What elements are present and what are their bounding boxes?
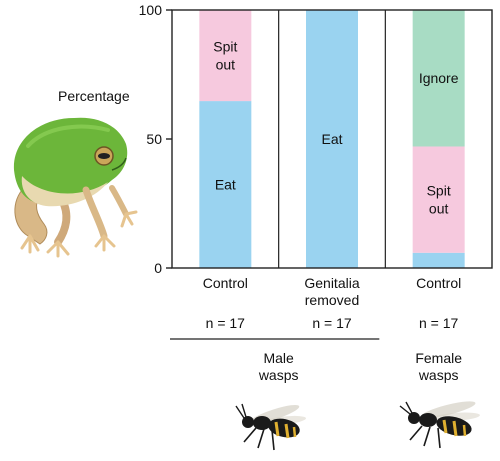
group-label-line: wasps xyxy=(418,367,459,383)
sample-size-label: n = 17 xyxy=(312,315,352,331)
bar-segment-eat xyxy=(306,10,358,268)
segment-label: Eat xyxy=(215,177,236,193)
group-label-line: Male xyxy=(263,350,294,366)
bars-layer xyxy=(199,10,465,268)
category-label-line: Genitalia xyxy=(304,275,360,291)
segment-label: Ignore xyxy=(419,70,459,86)
bar-segment-spit-out xyxy=(199,10,252,102)
tree-frog-image xyxy=(13,117,138,258)
sample-size-label: n = 17 xyxy=(418,315,459,331)
bar-segment-eat xyxy=(412,252,465,268)
bar-segment-eat xyxy=(199,101,252,268)
category-label: Control xyxy=(389,275,489,292)
sample-size-label: n = 17 xyxy=(205,315,245,331)
group-label: Male wasps xyxy=(229,350,329,384)
y-tick-label: 50 xyxy=(146,131,162,147)
segment-label: Spit out xyxy=(213,39,237,73)
category-label-line: Control xyxy=(416,275,462,291)
category-label: Genitalia removed xyxy=(282,275,382,309)
y-tick-label: 100 xyxy=(139,2,163,18)
segment-label: Spit out xyxy=(427,183,451,217)
y-tick-label: 0 xyxy=(154,260,162,276)
y-axis-label: Percentage xyxy=(58,88,130,104)
category-label-line: removed xyxy=(304,292,360,308)
bar-segment-ignore xyxy=(412,10,465,147)
axes-layer: 0 50 100 xyxy=(139,2,493,340)
bar-segment-spit-out xyxy=(412,146,465,253)
male-wasp-image xyxy=(235,403,307,451)
category-label: Control xyxy=(175,275,275,292)
segment-label: Eat xyxy=(321,131,342,147)
female-wasp-image xyxy=(399,401,480,449)
group-label: Female wasps xyxy=(389,350,489,384)
category-label-line: Control xyxy=(202,275,248,291)
group-label-line: Female xyxy=(415,350,462,366)
segment-labels-layer: Eat Spit out Eat Spit out Ignore xyxy=(213,39,458,217)
group-label-line: wasps xyxy=(258,367,299,383)
